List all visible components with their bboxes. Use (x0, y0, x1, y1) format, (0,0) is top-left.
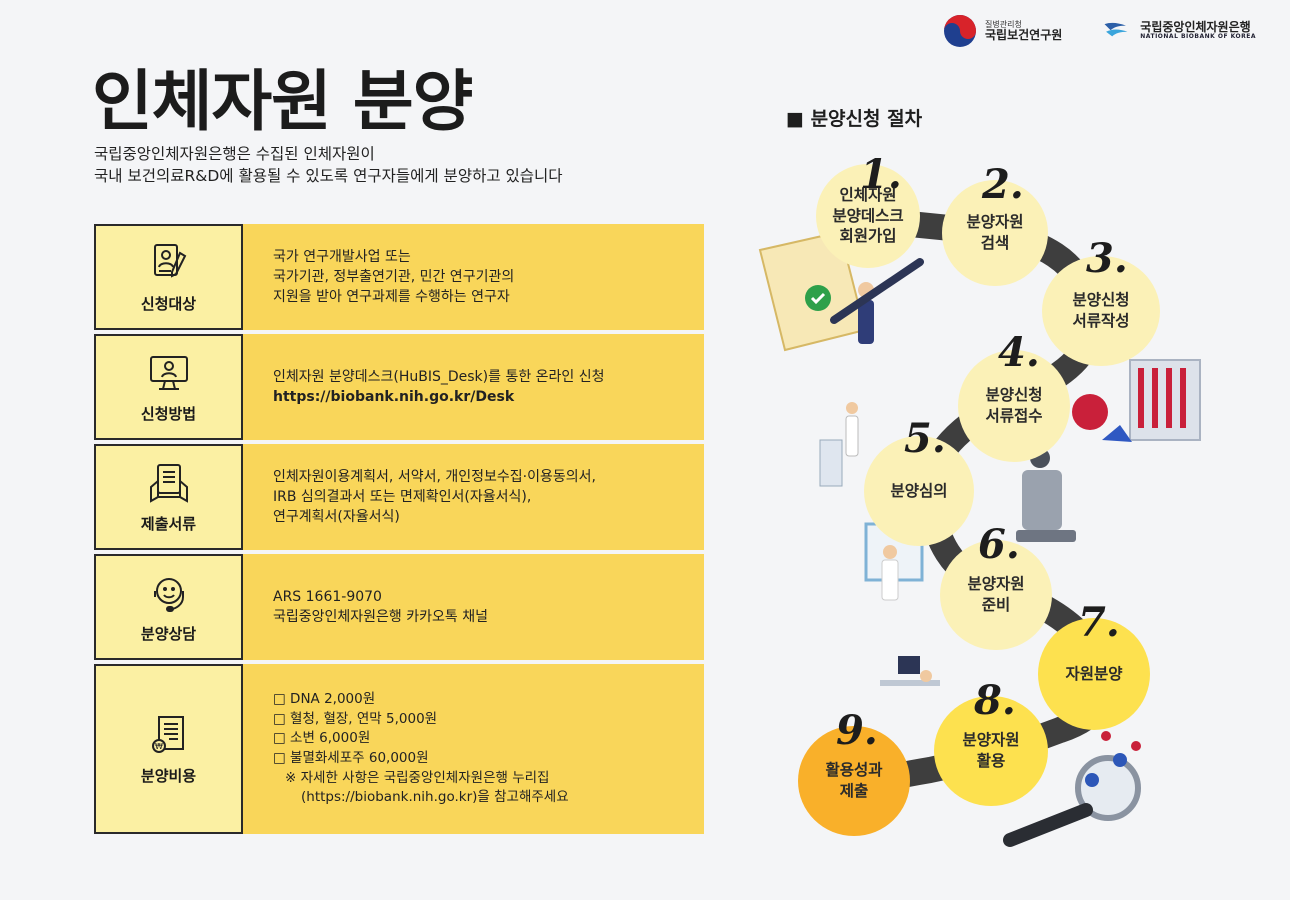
info-row-applicant: 신청대상 국가 연구개발사업 또는 국가기관, 정부출연기관, 민간 연구기관의… (94, 224, 704, 330)
row-line: 국가 연구개발사업 또는 (273, 248, 411, 265)
row-content: 인체자원이용계획서, 서약서, 개인정보수집·이용동의서, IRB 심의결과서 … (243, 444, 704, 550)
nbk-logo[interactable]: 국립중앙인체자원은행 NATIONAL BIOBANK OF KOREA (1100, 18, 1256, 44)
row-line: 국립중앙인체자원은행 카카오톡 채널 (273, 609, 488, 625)
info-table: 신청대상 국가 연구개발사업 또는 국가기관, 정부출연기관, 민간 연구기관의… (94, 224, 704, 838)
computer-icon (149, 355, 188, 390)
row-content: □ DNA 2,000원 □ 혈청, 혈장, 연막 5,000원 □ 소변 6,… (243, 664, 704, 834)
step-number: 4. (998, 329, 1040, 376)
step-number: 8. (974, 677, 1016, 724)
step-label: 분양자원 활용 (962, 731, 1020, 770)
procedure-title: ■ 분양신청 절차 (786, 108, 923, 130)
step-number: 5. (904, 415, 946, 462)
step-number: 6. (978, 521, 1020, 568)
row-line: □ 혈청, 혈장, 연막 5,000원 (273, 710, 438, 727)
step-label: 분양심의 (890, 481, 948, 500)
note-line: ※ 자세한 사항은 국립중앙인체자원은행 누리집 (285, 769, 550, 786)
step-4: 4. 분양신청 서류접수 (958, 329, 1070, 462)
info-row-documents: 제출서류 인체자원이용계획서, 서약서, 개인정보수집·이용동의서, IRB 심… (94, 444, 704, 550)
kdca-main-text: 국립보건연구원 (985, 27, 1063, 42)
row-label-cell: 신청방법 (94, 334, 243, 440)
info-row-method: 신청방법 인체자원 분양데스크(HuBIS_Desk)를 통한 온라인 신청 h… (94, 334, 704, 440)
intro-line: 국립중앙인체자원은행은 수집된 인체자원이 (94, 145, 375, 163)
row-label-cell: 제출서류 (94, 444, 243, 550)
step-label: 활용성과 제출 (825, 761, 883, 800)
nbk-en-text: NATIONAL BIOBANK OF KOREA (1140, 33, 1256, 41)
row-label-cell: 신청대상 (94, 224, 243, 330)
nuri-url-link[interactable]: (https://biobank.nih.go.kr)을 참고해주세요 (301, 789, 569, 806)
step-number: 7. (1078, 599, 1120, 646)
documents-icon (149, 463, 188, 503)
svg-text:₩: ₩ (155, 742, 163, 751)
row-label: 신청방법 (140, 404, 197, 423)
step-6: 6. 분양자원 준비 (940, 521, 1052, 650)
taegeuk-logo-icon (944, 15, 976, 47)
row-content: 인체자원 분양데스크(HuBIS_Desk)를 통한 온라인 신청 https:… (243, 334, 704, 440)
nbk-main-text: 국립중앙인체자원은행 (1140, 19, 1251, 34)
row-line: □ 불멸화세포주 60,000원 (273, 750, 429, 766)
step-9: 9. 활용성과 제출 (798, 707, 910, 836)
header-logos: 질병관리청 국립보건연구원 국립중앙인체자원은행 NATIONAL BIOBAN… (943, 14, 1256, 48)
step-label: 분양자원 검색 (966, 213, 1024, 252)
step-label: 분양신청 서류작성 (1072, 291, 1130, 330)
step-number: 3. (1086, 235, 1128, 282)
row-label: 분양상담 (140, 624, 197, 643)
row-line: 연구계획서(자율서식) (273, 509, 400, 526)
row-content: ARS 1661-9070 국립중앙인체자원은행 카카오톡 채널 (243, 554, 704, 660)
row-line: IRB 심의결과서 또는 면제확인서(자율서식), (273, 488, 532, 505)
row-content: 국가 연구개발사업 또는 국가기관, 정부출연기관, 민간 연구기관의 지원을 … (243, 224, 704, 330)
intro-line: 국내 보건의료R&D에 활용될 수 있도록 연구자들에게 분양하고 있습니다 (94, 167, 563, 186)
step-number: 2. (982, 161, 1024, 208)
row-label: 제출서류 (140, 514, 197, 533)
info-row-consult: 분양상담 ARS 1661-9070 국립중앙인체자원은행 카카오톡 채널 (94, 554, 704, 660)
ars-line: ARS 1661-9070 (273, 587, 704, 607)
step-2: 2. 분양자원 검색 (942, 161, 1048, 286)
info-row-cost: ₩ 분양비용 □ DNA 2,000원 □ 혈청, 혈장, 연막 5,000원 … (94, 664, 704, 834)
row-label-cell: 분양상담 (94, 554, 243, 660)
ars-text: ARS 1661-9070 (273, 588, 382, 605)
row-label: 분양비용 (140, 766, 197, 785)
intro-text: 국립중앙인체자원은행은 수집된 인체자원이 국내 보건의료R&D에 활용될 수 … (94, 143, 694, 188)
step-8: 8. 분양자원 활용 (934, 677, 1048, 806)
row-label: 신청대상 (140, 294, 197, 313)
row-line: 국가기관, 정부출연기관, 민간 연구기관의 (273, 268, 515, 285)
desk-url-link[interactable]: https://biobank.nih.go.kr/Desk (273, 389, 515, 405)
bill-icon: ₩ (151, 715, 184, 753)
row-label-cell: ₩ 분양비용 (94, 664, 243, 834)
row-line: 지원을 받아 연구과제를 수행하는 연구자 (273, 289, 510, 306)
row-line: □ 소변 6,000원 (273, 730, 371, 747)
step-5: 5. 분양심의 (864, 415, 974, 546)
step-label: 분양신청 서류접수 (985, 386, 1043, 425)
step-label: 분양자원 준비 (967, 575, 1025, 614)
applicant-icon (153, 243, 186, 278)
row-line: 인체자원이용계획서, 서약서, 개인정보수집·이용동의서, (273, 468, 596, 485)
step-7: 7. 자원분양 (1038, 599, 1150, 730)
row-line: □ DNA 2,000원 (273, 691, 376, 708)
step-label: 인체자원 분양데스크 회원가입 (832, 185, 904, 246)
page-title: 인체자원 분양 (92, 63, 473, 140)
biobank-logo-icon (1104, 22, 1128, 37)
step-3: 3. 분양신청 서류작성 (1042, 235, 1160, 366)
headset-icon (153, 577, 184, 612)
kdca-sub-text: 질병관리청 (985, 19, 1022, 29)
step-number: 1. (860, 151, 902, 198)
row-line: 인체자원 분양데스크(HuBIS_Desk)를 통한 온라인 신청 (273, 368, 605, 385)
step-label: 자원분양 (1065, 664, 1123, 683)
step-number: 9. (836, 707, 878, 754)
procedure-flow: 1. 인체자원 분양데스크 회원가입 2. 분양자원 검색 3. 분양신청 서류… (740, 140, 1290, 900)
step-1: 1. 인체자원 분양데스크 회원가입 (816, 151, 920, 268)
kdca-logo[interactable]: 질병관리청 국립보건연구원 (943, 14, 1062, 48)
